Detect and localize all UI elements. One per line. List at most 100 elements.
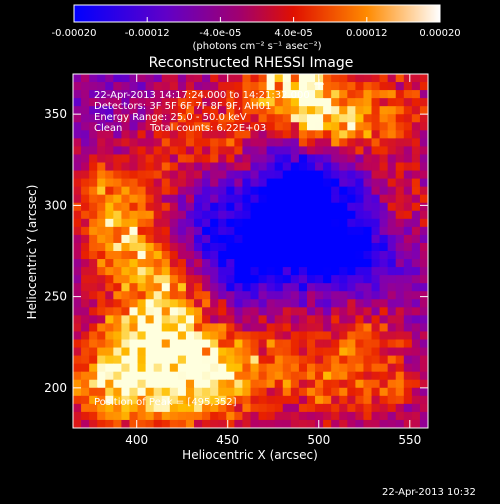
heatmap-cell [169, 162, 179, 172]
heatmap-cell [250, 98, 260, 107]
heatmap-cell [137, 154, 147, 164]
heatmap-cell [339, 202, 348, 212]
heatmap-cell [210, 130, 219, 139]
heatmap-cell [274, 154, 284, 164]
heatmap-cell [282, 154, 292, 164]
heatmap-cell [121, 251, 131, 260]
heatmap-cell [258, 98, 268, 107]
heatmap-cell [411, 259, 421, 268]
heatmap-cell [387, 315, 397, 325]
heatmap-cell [169, 98, 179, 107]
heatmap-cell [290, 275, 300, 284]
heatmap-cell [97, 218, 106, 228]
heatmap-cell [210, 387, 219, 397]
heatmap-cell [185, 267, 195, 276]
heatmap-cell [306, 162, 316, 172]
heatmap-cell [339, 162, 348, 172]
heatmap-cell [234, 275, 244, 284]
heatmap-cell [274, 299, 284, 308]
heatmap-cell [121, 202, 131, 212]
heatmap-cell [403, 170, 413, 180]
heatmap-cell [97, 363, 106, 373]
heatmap-cell [419, 218, 428, 228]
heatmap-cell [177, 339, 187, 349]
heatmap-cell [323, 299, 332, 308]
heatmap-cell [194, 339, 203, 349]
heatmap-cell [210, 90, 219, 99]
heatmap-cell [194, 251, 203, 260]
heatmap-cell [113, 154, 123, 164]
heatmap-cell [395, 82, 405, 91]
heatmap-cell [306, 267, 316, 276]
heatmap-cell [185, 395, 195, 405]
heatmap-cell [250, 186, 260, 196]
heatmap-cell [73, 122, 82, 131]
heatmap-cell [315, 74, 324, 83]
heatmap-cell [363, 251, 373, 260]
heatmap-cell [363, 154, 373, 164]
heatmap-cell [226, 82, 235, 91]
heatmap-cell [210, 218, 219, 228]
heatmap-cell [161, 122, 171, 131]
heatmap-cell [298, 234, 308, 244]
heatmap-cell [347, 122, 356, 131]
heatmap-cell [185, 202, 195, 212]
heatmap-cell [258, 218, 268, 228]
heatmap-cell [411, 234, 421, 244]
heatmap-cell [137, 194, 147, 204]
heatmap-cell [379, 90, 389, 99]
heatmap-cell [379, 411, 389, 421]
heatmap-cell [169, 82, 179, 91]
heatmap-cell [145, 267, 155, 276]
heatmap-cell [403, 82, 413, 91]
heatmap-cell [105, 395, 114, 405]
heatmap-cell [242, 138, 252, 148]
heatmap-cell [185, 170, 195, 180]
heatmap-cell [306, 146, 316, 156]
heatmap-cell [282, 186, 292, 196]
heatmap-cell [266, 170, 276, 180]
heatmap-cell [113, 194, 123, 204]
heatmap-cell [323, 106, 332, 115]
heatmap-cell [210, 106, 219, 115]
heatmap-cell [153, 154, 163, 164]
heatmap-cell [234, 170, 244, 180]
heatmap-cell [387, 267, 397, 276]
heatmap-cell [411, 251, 421, 260]
heatmap-cell [218, 154, 227, 164]
heatmap-cell [363, 331, 373, 341]
heatmap-cell [153, 347, 163, 357]
heatmap-cell [242, 234, 252, 244]
heatmap-cell [363, 178, 373, 188]
heatmap-cell [339, 275, 348, 284]
heatmap-cell [274, 331, 284, 341]
heatmap-cell [153, 162, 163, 172]
heatmap-cell [218, 371, 227, 381]
heatmap-cell [73, 82, 82, 91]
heatmap-cell [194, 98, 203, 107]
heatmap-cell [250, 291, 260, 300]
heatmap-cell [202, 387, 211, 397]
heatmap-cell [81, 387, 90, 397]
heatmap-cell [234, 259, 244, 268]
heatmap-cell [169, 339, 179, 349]
heatmap-cell [411, 315, 421, 325]
heatmap-cell [379, 267, 389, 276]
heatmap-cell [145, 82, 155, 91]
heatmap-cell [419, 355, 428, 365]
heatmap-cell [185, 307, 195, 316]
heatmap-cell [331, 403, 340, 413]
heatmap-cell [113, 130, 123, 139]
heatmap-cell [331, 146, 340, 156]
heatmap-cell [161, 178, 171, 188]
heatmap-cell [266, 259, 276, 268]
heatmap-cell [129, 122, 139, 131]
heatmap-cell [177, 387, 187, 397]
heatmap-cell [137, 323, 147, 333]
heatmap-cell [97, 411, 106, 421]
heatmap-cell [371, 178, 381, 188]
heatmap-cell [411, 395, 421, 405]
heatmap-cell [121, 403, 131, 413]
heatmap-cell [298, 178, 308, 188]
heatmap-cell [298, 347, 308, 357]
